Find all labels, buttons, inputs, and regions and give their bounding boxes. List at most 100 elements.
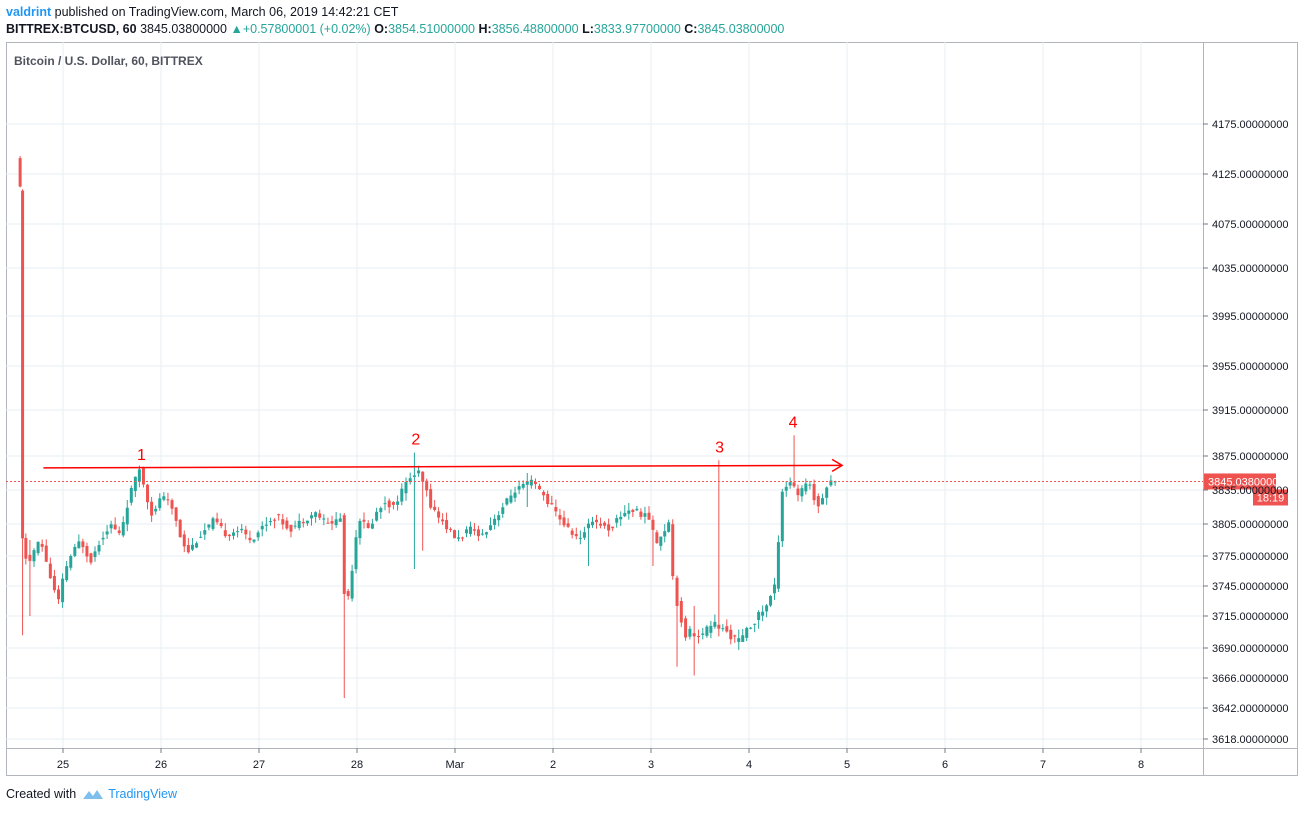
price-tick-label: 4075.00000000: [1212, 219, 1288, 231]
candle-up: [713, 614, 717, 629]
price-tick-label: 3642.00000000: [1212, 703, 1288, 715]
candle-body: [358, 520, 362, 539]
candle-up: [93, 546, 97, 562]
candle-body: [769, 595, 773, 606]
candle-body: [240, 528, 244, 531]
candle-up: [578, 530, 582, 545]
candle-down: [603, 521, 607, 529]
candle-body: [105, 531, 109, 535]
price-tick-label: 3775.00000000: [1212, 551, 1288, 563]
candle-up: [232, 528, 236, 540]
candle-body: [28, 554, 32, 561]
candle-body: [542, 491, 546, 496]
candle-body: [578, 537, 582, 539]
candle-down: [301, 518, 305, 528]
resistance-line: [43, 464, 843, 469]
candle-body: [77, 541, 81, 549]
candle-body: [480, 533, 484, 535]
candle-up: [749, 626, 753, 630]
chart-frame[interactable]: 3845.03800000 18:19 1 2 3 4 4175.00000000 4125…: [6, 42, 1298, 776]
candle-up: [497, 511, 501, 527]
candle-body: [529, 479, 533, 486]
candle-down: [812, 479, 816, 505]
candle-down: [318, 509, 322, 521]
candle-down: [566, 518, 570, 528]
candle-body: [684, 618, 688, 638]
candle-body: [554, 507, 558, 512]
candle-down: [675, 575, 679, 667]
candle-down: [273, 518, 277, 529]
candle-up: [256, 530, 260, 541]
candle-down: [441, 513, 445, 525]
candle-body: [825, 487, 829, 498]
candle-down: [223, 523, 227, 538]
price-axis[interactable]: 4175.00000000 4125.00000000 4075.00000000 4…: [1203, 119, 1288, 746]
candle-up: [741, 628, 745, 643]
candle-up: [105, 524, 109, 540]
candle-down: [725, 619, 729, 633]
candle-body: [260, 525, 264, 530]
candle-up: [36, 541, 40, 556]
time-tick-label: 5: [844, 759, 850, 771]
price-tick-label: 4035.00000000: [1212, 263, 1288, 275]
candle-body: [611, 526, 615, 529]
candle-up: [65, 560, 69, 583]
candle-body: [468, 526, 472, 534]
candle-body: [574, 534, 578, 537]
candle-up: [32, 548, 36, 568]
candle-up: [804, 478, 808, 495]
candle-up: [761, 605, 765, 622]
candle-down: [599, 517, 603, 529]
candle-body: [717, 624, 721, 629]
candle-body: [150, 501, 154, 516]
candle-up: [125, 500, 129, 532]
candle-body: [461, 537, 465, 539]
last-price-tag-label: 3845.03800000: [1208, 476, 1284, 488]
candle-body: [141, 467, 145, 485]
candle-body: [297, 520, 301, 528]
candle-body: [550, 503, 554, 505]
candle-up: [73, 543, 77, 558]
candle-up: [757, 610, 761, 629]
candle-up: [457, 530, 461, 542]
candle-down: [546, 490, 550, 508]
tradingview-brand[interactable]: TradingView: [108, 787, 177, 801]
candle-down: [421, 471, 425, 551]
candle-body: [663, 531, 667, 537]
candle-down: [733, 634, 737, 643]
price-chart[interactable]: 3845.03800000 18:19 1 2 3 4 4175.00000000 4125…: [6, 42, 1298, 776]
candle-down: [289, 524, 293, 538]
candle-body: [821, 498, 824, 505]
candle-body: [729, 629, 733, 640]
candle-up: [379, 506, 383, 519]
candle-body: [631, 509, 635, 512]
candle-down: [679, 597, 683, 628]
candle-body: [562, 517, 566, 526]
candle-down: [244, 525, 248, 540]
candle-body: [659, 536, 663, 546]
candle-body: [476, 529, 480, 537]
candle-body: [203, 530, 207, 535]
candle-up: [370, 518, 374, 530]
candle-body: [533, 481, 537, 485]
candle-body: [749, 627, 753, 629]
change-value: +0.57800001 (+0.02%): [242, 22, 371, 36]
time-axis[interactable]: 25 26 27 28 Mar 2 3 4 5 6 7 8: [57, 748, 1144, 771]
candle-up: [489, 517, 493, 531]
candle-body: [244, 529, 248, 535]
countdown-tag: [1253, 489, 1288, 506]
candle-body: [32, 550, 36, 562]
candle-body: [387, 500, 391, 508]
price-tick-label: 4175.00000000: [1212, 119, 1288, 131]
price-tick-label: 3805.00000000: [1212, 519, 1288, 531]
candle-body: [784, 486, 788, 491]
candle-body: [73, 546, 77, 556]
candle-body: [362, 519, 366, 522]
candle-body: [619, 516, 623, 520]
candle-down: [570, 528, 574, 539]
candle-body: [195, 543, 199, 548]
candle-body: [753, 623, 757, 625]
author-name[interactable]: valdrint: [6, 5, 52, 19]
time-tick-label: 25: [57, 759, 69, 771]
candle-down: [542, 490, 546, 501]
